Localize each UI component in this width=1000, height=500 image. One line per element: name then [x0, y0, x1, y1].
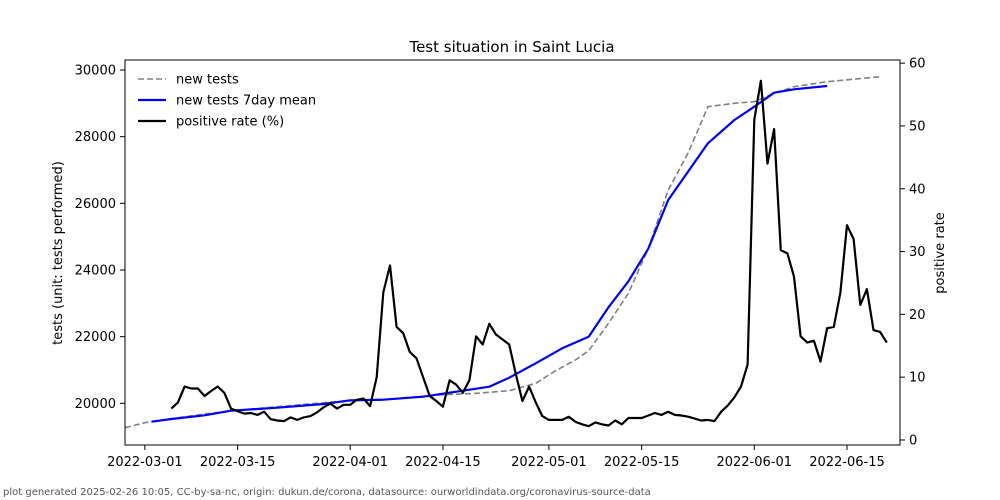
left-y-tick-label: 28000: [75, 130, 116, 145]
footer-credit: plot generated 2025-02-26 10:05, CC-by-s…: [3, 487, 651, 498]
right-y-tick-label: 0: [909, 433, 917, 448]
right-y-tick-label: 60: [909, 57, 926, 72]
legend-label: positive rate (%): [176, 115, 284, 130]
right-y-tick-label: 20: [909, 308, 926, 323]
x-tick-label: 2022-04-01: [312, 455, 388, 470]
right-y-tick-label: 40: [909, 182, 926, 197]
x-tick-label: 2022-06-15: [809, 455, 885, 470]
left-y-axis-ticks: 20000 22000 24000 26000 28000 30000: [75, 64, 125, 412]
series-layer: [124, 75, 888, 429]
legend-label: new tests 7day mean: [176, 94, 316, 109]
left-y-tick-label: 24000: [75, 264, 116, 279]
right-y-axis-ticks: 0 10 20 30 40 50 60: [900, 57, 926, 448]
left-y-tick-label: 20000: [75, 397, 116, 412]
chart-title: Test situation in Saint Lucia: [408, 38, 614, 56]
x-tick-label: 2022-03-01: [107, 455, 183, 470]
new-tests-7day-mean-line: [151, 84, 828, 423]
left-y-tick-label: 30000: [75, 64, 116, 79]
left-y-tick-label: 22000: [75, 330, 116, 345]
x-axis-ticks: 2022-03-01 2022-03-15 2022-04-01 2022-04-15…: [107, 445, 885, 470]
plot-frame: [124, 59, 901, 446]
x-tick-label: 2022-05-15: [604, 455, 680, 470]
x-tick-label: 2022-05-01: [511, 455, 587, 470]
x-tick-label: 2022-03-15: [200, 455, 276, 470]
positive-rate-line: [170, 79, 888, 428]
legend-label: new tests: [176, 73, 239, 88]
left-y-axis-label: tests (unit: tests performed): [51, 161, 66, 345]
x-tick-label: 2022-04-15: [405, 455, 481, 470]
right-y-tick-label: 10: [909, 371, 926, 386]
right-y-tick-label: 30: [909, 245, 926, 260]
right-y-tick-label: 50: [909, 119, 926, 134]
right-y-axis-label: positive rate: [933, 212, 948, 294]
x-tick-label: 2022-06-01: [716, 455, 792, 470]
left-y-tick-label: 26000: [75, 197, 116, 212]
legend: new tests new tests 7day mean positive rat…: [138, 73, 316, 130]
